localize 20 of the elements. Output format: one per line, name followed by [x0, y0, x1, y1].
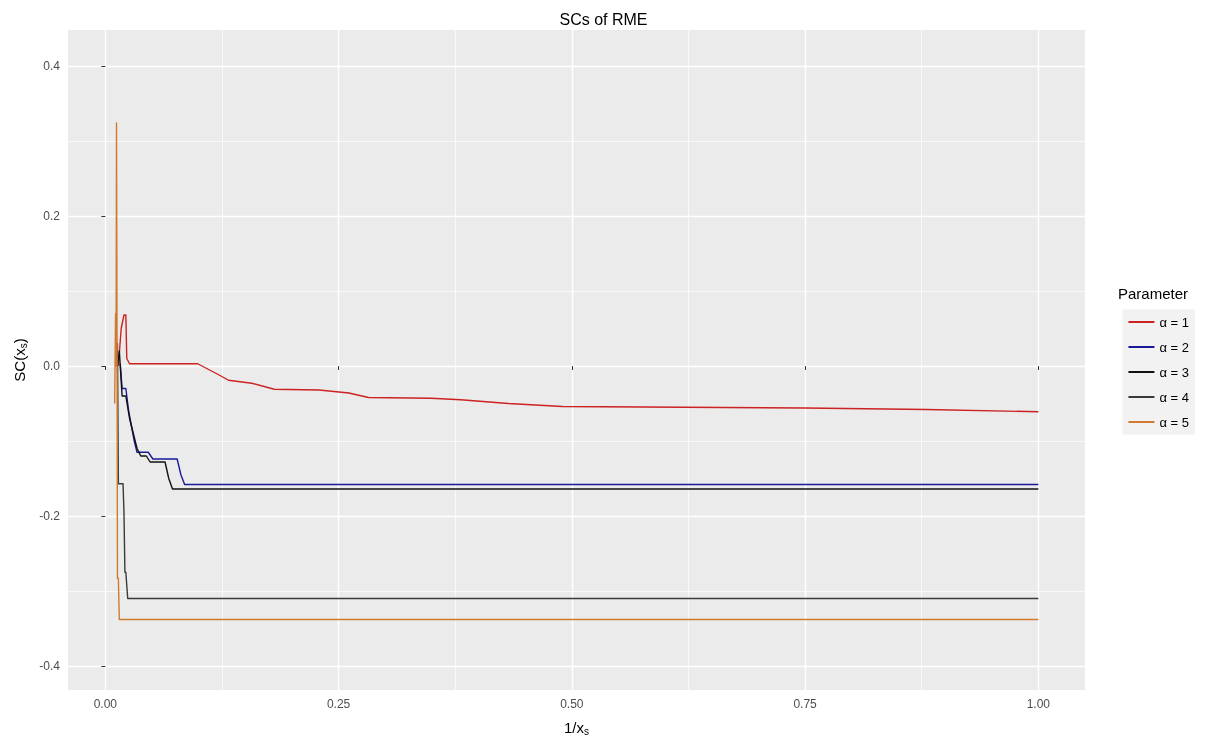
- line-series: [117, 314, 1040, 413]
- x-tick-label: 1.00: [1026, 697, 1051, 711]
- y-tick-label: 0.4: [43, 59, 61, 73]
- chart-title: SCs of RME: [559, 10, 648, 28]
- x-tick-label: 0.75: [793, 697, 818, 711]
- legend-label: α = 4: [1159, 389, 1189, 405]
- legend-label: α = 2: [1159, 339, 1189, 355]
- line-series: [113, 122, 1040, 621]
- x-tick-label: 0.00: [93, 697, 118, 711]
- x-tick-label: 0.50: [560, 697, 584, 711]
- legend-label: α = 1: [1159, 314, 1189, 330]
- y-tick-label: -0.4: [39, 659, 61, 673]
- y-tick-label: -0.2: [39, 509, 61, 523]
- y-tick-label: 0.0: [43, 359, 61, 373]
- x-tick-label: 0.25: [326, 697, 351, 711]
- y-axis-title: SC(xs): [10, 338, 29, 382]
- legend-title: Parameter: [1117, 285, 1188, 302]
- legend-label: α = 5: [1159, 414, 1189, 430]
- legend-label: α = 3: [1159, 364, 1189, 380]
- y-tick-label: 0.2: [43, 209, 61, 223]
